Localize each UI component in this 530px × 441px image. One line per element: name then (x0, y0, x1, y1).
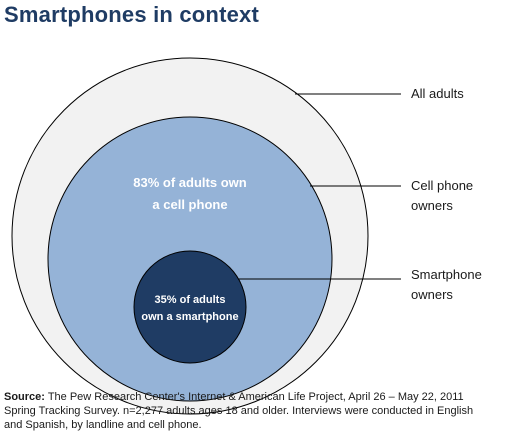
all-adults-label: All adults (411, 86, 464, 101)
smartphone-share-text: 35% of adults own a smartphone (141, 294, 239, 323)
smartphone-owners-circle (133, 250, 247, 364)
smartphone-owners-label: Smartphone owners (411, 267, 482, 302)
source-note: Source: The Pew Research Center's Intern… (4, 391, 474, 431)
source-label: Source: (4, 391, 45, 403)
cell-phone-owners-label: Cell phone owners (411, 178, 474, 213)
page-title: Smartphones in context (4, 2, 259, 27)
cell-phone-share-text: 83% of adults own a cell phone (133, 175, 247, 212)
